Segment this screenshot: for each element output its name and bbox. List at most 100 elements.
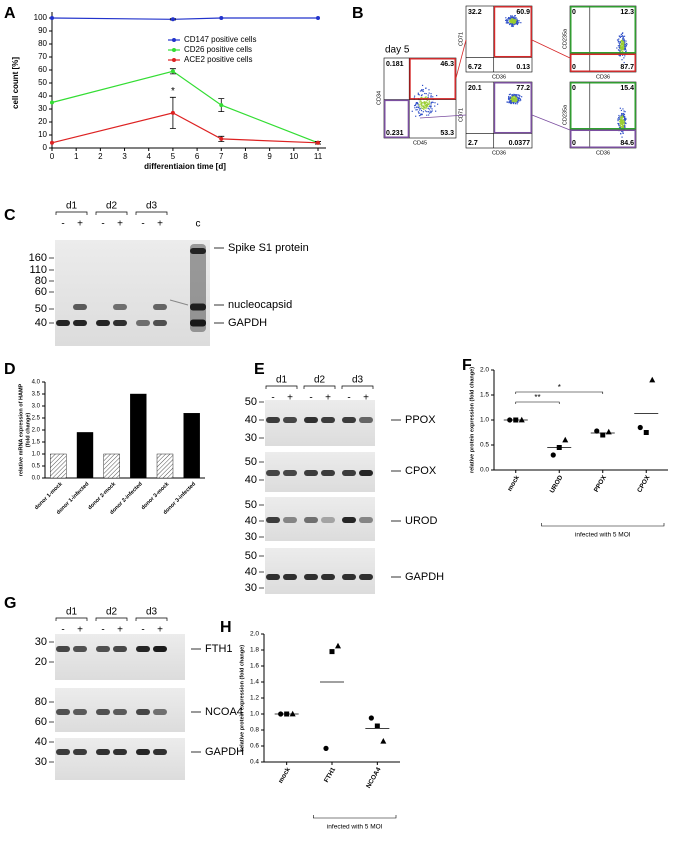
- flow-y-label: CD235a: [562, 28, 568, 49]
- gate-connector: [531, 114, 571, 131]
- blot-band: [190, 303, 206, 311]
- point: [170, 17, 175, 22]
- point: [329, 649, 335, 655]
- flow-event: [425, 96, 427, 98]
- point: [550, 452, 556, 458]
- blot-band: [136, 749, 150, 755]
- flow-event: [430, 107, 432, 109]
- marker-label: 50: [245, 456, 257, 468]
- x-tick-label: 4: [147, 152, 152, 161]
- flow-event: [622, 126, 625, 129]
- flow-event: [414, 107, 416, 109]
- marker-label: 50: [245, 550, 257, 562]
- y-tick-label: 1.0: [32, 452, 41, 458]
- flow-event: [622, 126, 624, 128]
- lane-label: +: [77, 219, 83, 230]
- flow-event: [621, 54, 624, 56]
- flow-event: [508, 101, 510, 103]
- flow-event: [514, 99, 516, 101]
- flow-event: [620, 33, 622, 35]
- flow-event: [621, 59, 623, 61]
- flow-event: [619, 50, 621, 52]
- flow-event: [618, 116, 621, 118]
- lane-label: +: [363, 393, 369, 404]
- marker-label: 30: [245, 432, 257, 444]
- flow-event: [619, 35, 621, 38]
- flow-event: [422, 89, 424, 91]
- flow-event: [434, 105, 436, 107]
- flow-event: [514, 95, 516, 97]
- flow-event: [515, 94, 517, 96]
- flow-event: [418, 103, 420, 106]
- flow-event: [515, 17, 517, 19]
- blot-band: [113, 646, 127, 652]
- flow-event: [422, 106, 425, 108]
- flow-event: [508, 97, 511, 99]
- y-tick-label: 0.5: [32, 464, 41, 470]
- flow-event: [519, 100, 521, 102]
- flow-event: [622, 116, 625, 118]
- point: [605, 428, 612, 435]
- flow-frame: [569, 81, 637, 149]
- blot-band: [153, 709, 167, 715]
- flow-event: [515, 98, 517, 100]
- lane-label: -: [61, 625, 64, 636]
- flow-event: [413, 105, 416, 107]
- donor-label: d3: [146, 201, 158, 212]
- flow-event: [516, 18, 518, 20]
- flow-y-label: CD34: [376, 91, 382, 105]
- flow-event: [506, 19, 508, 21]
- y-tick-label: 50: [38, 78, 47, 87]
- flow-event: [428, 108, 430, 110]
- flow-y-label: CD71: [458, 32, 464, 46]
- flow-event: [428, 103, 431, 105]
- flow-event: [416, 109, 418, 111]
- point: [518, 416, 525, 423]
- donor-label: d1: [276, 375, 288, 386]
- flow-event: [622, 42, 624, 44]
- flow-event: [421, 105, 424, 107]
- y-tick-label: 3.5: [32, 392, 41, 398]
- flow-event: [515, 22, 518, 25]
- flow-event: [511, 21, 514, 23]
- flow-event: [620, 122, 622, 124]
- flow-event: [435, 110, 437, 112]
- lane-label: +: [117, 219, 123, 230]
- flow-event: [516, 23, 518, 25]
- flow-event: [420, 113, 422, 115]
- donor-label: d2: [314, 375, 326, 386]
- flow-event: [517, 22, 519, 24]
- flow-event: [624, 118, 626, 120]
- flow-event: [519, 95, 521, 97]
- flow-event: [518, 97, 520, 100]
- flow-event: [509, 21, 511, 23]
- flow-event: [623, 125, 626, 127]
- flow-event: [512, 101, 515, 104]
- blot-band: [153, 749, 167, 755]
- flow-event: [622, 37, 624, 39]
- flow-event: [417, 104, 419, 106]
- flow-event: [431, 108, 433, 110]
- flow-event: [505, 22, 507, 24]
- flow-x-label: CD45: [413, 140, 427, 146]
- blot-band: [153, 320, 167, 326]
- flow-event: [623, 124, 625, 126]
- blot-band: [56, 646, 70, 652]
- y-tick-label: 1.0: [250, 711, 259, 718]
- flow-event: [514, 101, 516, 103]
- flow-event: [624, 122, 626, 124]
- flow-event: [621, 122, 623, 124]
- protein-label: UROD: [405, 515, 437, 527]
- flow-event: [415, 102, 417, 104]
- point: [323, 745, 329, 752]
- flow-event: [511, 20, 514, 22]
- y-tick-label: 10: [38, 130, 47, 139]
- flow-event: [424, 96, 426, 98]
- y-tick-label: 4.0: [32, 380, 41, 386]
- flow-event: [623, 122, 625, 125]
- quadrant-value: 20.1: [468, 85, 482, 92]
- y-tick-label: 1.4: [250, 679, 259, 686]
- blot-strip: [55, 240, 210, 346]
- donor-bracket: [303, 385, 336, 389]
- flow-event: [508, 23, 511, 25]
